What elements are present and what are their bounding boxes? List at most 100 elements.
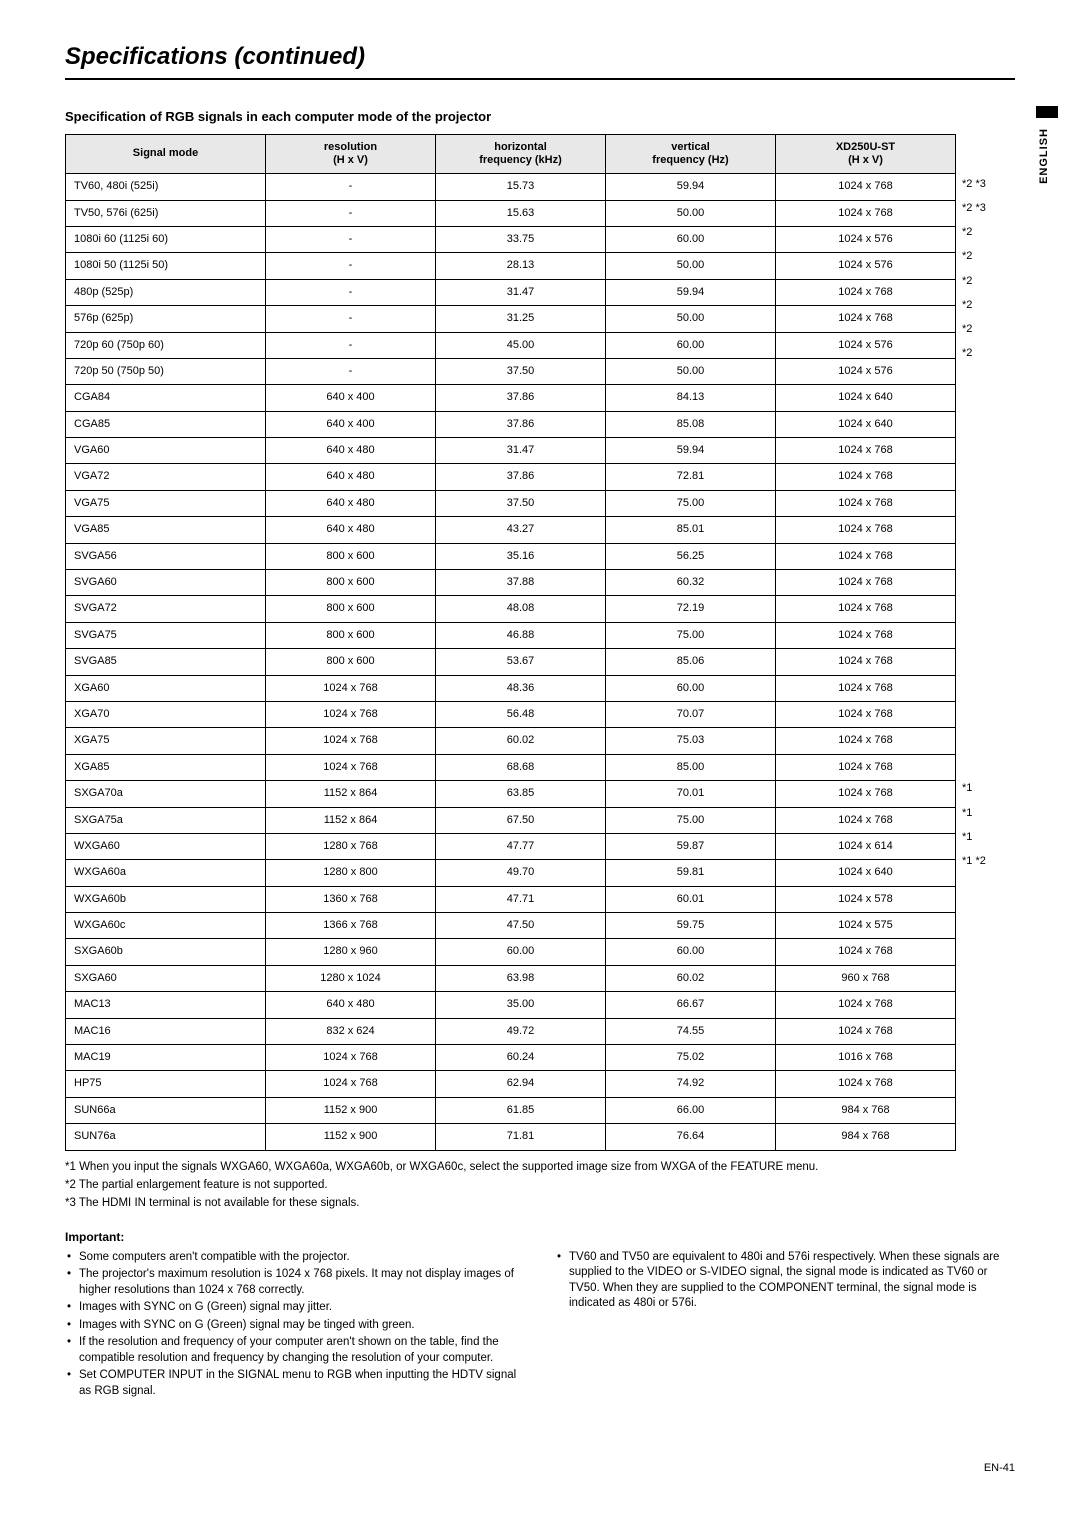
table-cell: 1024 x 768 [776, 200, 956, 226]
table-row: 480p (525p)-31.4759.941024 x 768 [66, 279, 956, 305]
row-note: *2 [956, 269, 1014, 293]
section-heading: Specification of RGB signals in each com… [65, 108, 1015, 126]
table-cell: SVGA85 [66, 649, 266, 675]
row-note [956, 752, 1014, 776]
table-cell: 1360 x 768 [266, 886, 436, 912]
language-label: ENGLISH [1037, 128, 1052, 184]
table-cell: 1024 x 576 [776, 226, 956, 252]
row-note: *1 [956, 825, 1014, 849]
table-cell: 480p (525p) [66, 279, 266, 305]
table-cell: 72.19 [606, 596, 776, 622]
table-cell: 1024 x 768 [776, 754, 956, 780]
table-cell: VGA60 [66, 438, 266, 464]
table-cell: 37.88 [436, 570, 606, 596]
table-cell: HP75 [66, 1071, 266, 1097]
table-cell: 63.85 [436, 781, 606, 807]
table-cell: SVGA60 [66, 570, 266, 596]
table-cell: 76.64 [606, 1124, 776, 1150]
table-cell: 1152 x 864 [266, 781, 436, 807]
table-cell: 56.48 [436, 701, 606, 727]
table-cell: 1024 x 768 [776, 1071, 956, 1097]
important-item: Some computers aren't compatible with th… [65, 1250, 525, 1266]
table-cell: VGA75 [66, 490, 266, 516]
table-cell: WXGA60b [66, 886, 266, 912]
table-cell: 72.81 [606, 464, 776, 490]
table-cell: CGA84 [66, 385, 266, 411]
table-cell: - [266, 306, 436, 332]
important-heading: Important: [65, 1229, 1015, 1246]
table-cell: 960 x 768 [776, 965, 956, 991]
row-note [956, 631, 1014, 655]
table-cell: - [266, 279, 436, 305]
table-cell: SXGA60b [66, 939, 266, 965]
important-columns: Some computers aren't compatible with th… [65, 1250, 1015, 1402]
table-row: VGA75640 x 48037.5075.001024 x 768 [66, 490, 956, 516]
important-item: Images with SYNC on G (Green) signal may… [65, 1318, 525, 1334]
table-cell: 46.88 [436, 622, 606, 648]
table-cell: 1024 x 768 [776, 1018, 956, 1044]
table-cell: 1024 x 768 [266, 754, 436, 780]
table-cell: 1024 x 768 [266, 701, 436, 727]
table-cell: 68.68 [436, 754, 606, 780]
row-note [956, 365, 1014, 389]
table-cell: 60.00 [606, 332, 776, 358]
table-cell: 800 x 600 [266, 570, 436, 596]
table-cell: 62.94 [436, 1071, 606, 1097]
row-note [956, 728, 1014, 752]
table-cell: 70.07 [606, 701, 776, 727]
table-cell: 31.47 [436, 438, 606, 464]
table-cell: 1024 x 768 [776, 464, 956, 490]
footnote-line: *1 When you input the signals WXGA60, WX… [65, 1159, 1015, 1175]
table-row: SVGA75800 x 60046.8875.001024 x 768 [66, 622, 956, 648]
table-cell: 75.00 [606, 490, 776, 516]
table-cell: 1366 x 768 [266, 913, 436, 939]
row-note: *1 [956, 801, 1014, 825]
row-note [956, 438, 1014, 462]
row-note [956, 873, 1014, 897]
row-note [956, 704, 1014, 728]
table-cell: - [266, 332, 436, 358]
table-cell: - [266, 174, 436, 200]
table-cell: SUN66a [66, 1097, 266, 1123]
table-cell: 1024 x 768 [776, 649, 956, 675]
table-cell: 37.86 [436, 464, 606, 490]
table-cell: 1024 x 768 [776, 622, 956, 648]
table-cell: 59.87 [606, 833, 776, 859]
table-cell: - [266, 253, 436, 279]
table-cell: 35.16 [436, 543, 606, 569]
table-cell: 1024 x 768 [776, 939, 956, 965]
table-cell: XGA70 [66, 701, 266, 727]
table-cell: 75.00 [606, 622, 776, 648]
row-note [956, 1043, 1014, 1067]
col-header-3: verticalfrequency (Hz) [606, 134, 776, 173]
table-cell: 59.94 [606, 174, 776, 200]
table-row: XGA601024 x 76848.3660.001024 x 768 [66, 675, 956, 701]
row-note [956, 680, 1014, 704]
table-cell: 1024 x 768 [776, 807, 956, 833]
table-cell: 74.92 [606, 1071, 776, 1097]
row-note: *1 [956, 776, 1014, 800]
footnotes: *1 When you input the signals WXGA60, WX… [65, 1159, 1015, 1211]
row-note: *2 *3 [956, 172, 1014, 196]
table-cell: 60.02 [606, 965, 776, 991]
table-row: SVGA56800 x 60035.1656.251024 x 768 [66, 543, 956, 569]
table-cell: 1024 x 768 [776, 675, 956, 701]
table-cell: 720p 50 (750p 50) [66, 358, 266, 384]
row-note: *2 [956, 317, 1014, 341]
table-cell: 50.00 [606, 200, 776, 226]
table-cell: 59.75 [606, 913, 776, 939]
table-cell: 1024 x 768 [266, 1071, 436, 1097]
table-row: XGA851024 x 76868.6885.001024 x 768 [66, 754, 956, 780]
table-row: 720p 60 (750p 60)-45.0060.001024 x 576 [66, 332, 956, 358]
row-note [956, 922, 1014, 946]
important-item: Set COMPUTER INPUT in the SIGNAL menu to… [65, 1368, 525, 1399]
table-cell: 1280 x 960 [266, 939, 436, 965]
table-cell: 50.00 [606, 253, 776, 279]
table-row: XGA701024 x 76856.4870.071024 x 768 [66, 701, 956, 727]
table-cell: 640 x 400 [266, 411, 436, 437]
table-row: WXGA60c1366 x 76847.5059.751024 x 575 [66, 913, 956, 939]
table-row: WXGA60a1280 x 80049.7059.811024 x 640 [66, 860, 956, 886]
table-cell: 1280 x 1024 [266, 965, 436, 991]
table-row: 1080i 60 (1125i 60)-33.7560.001024 x 576 [66, 226, 956, 252]
table-cell: 1080i 50 (1125i 50) [66, 253, 266, 279]
